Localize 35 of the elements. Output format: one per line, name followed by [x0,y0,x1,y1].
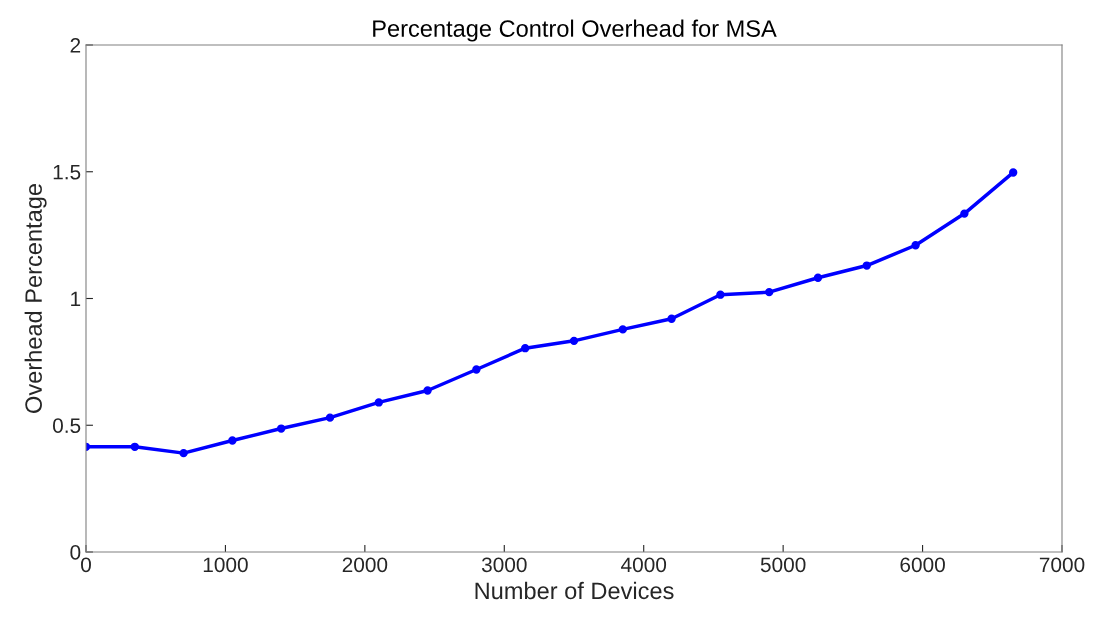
point [813,273,823,282]
y-tick-label: 1 [71,291,81,307]
x-tick-label: 5000 [760,557,806,573]
point [277,424,286,433]
x-tick-label: 2000 [342,557,388,573]
y-tick-label: 0.5 [52,418,81,433]
point [569,336,579,346]
point [325,413,335,422]
chart-title: Percentage Control Overhead for MSA [373,19,777,42]
x-tick-label: 6000 [900,557,945,573]
point [862,261,871,270]
y-tick-label: 2 [70,38,81,53]
point [960,209,969,218]
x-axis-title: Number of Devices [475,581,674,600]
point [911,241,920,250]
x-tick-label: 0 [81,557,91,573]
point [667,314,676,323]
point [472,365,481,374]
point [179,448,188,458]
point [374,398,383,407]
x-tick-label: 3000 [481,557,527,573]
point [618,325,627,334]
point [423,386,432,395]
point [765,287,774,297]
x-tick-label: 1000 [203,557,248,573]
y-axis-title: Overhead Percentage [24,184,47,413]
x-tick-label: 7000 [1039,557,1085,573]
y-tick-label: 1.5 [53,164,81,180]
point [1009,168,1018,177]
point [716,290,725,299]
point [228,436,237,445]
point [130,442,139,451]
y-tick-label: 0 [70,545,81,560]
x-tick-label: 4000 [621,557,667,573]
point [521,344,530,353]
